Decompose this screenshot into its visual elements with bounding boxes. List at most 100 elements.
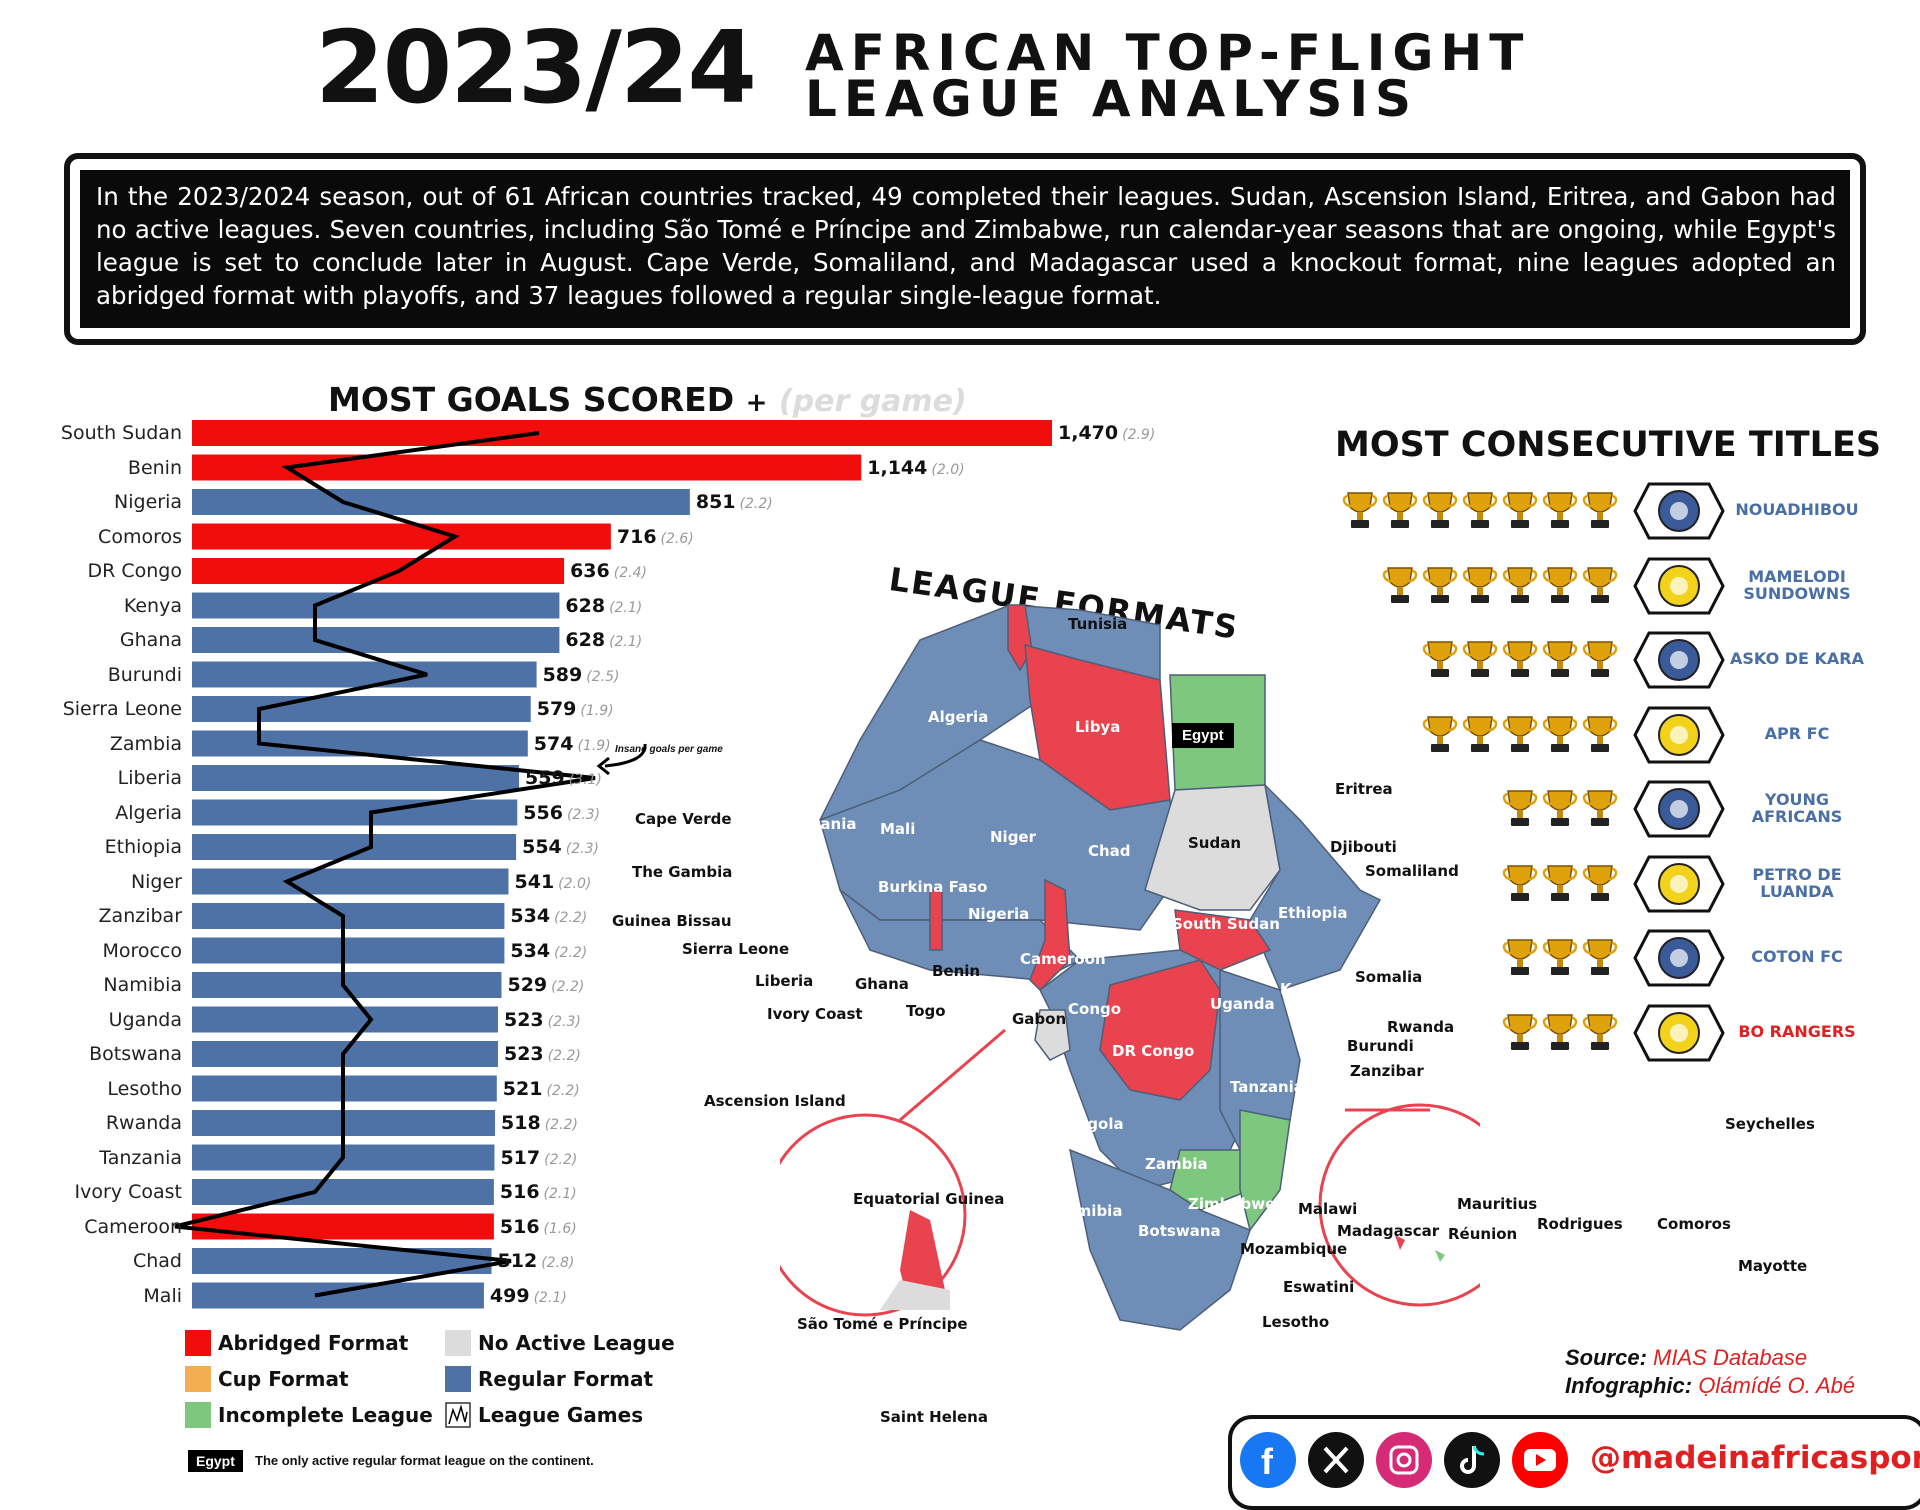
legend-label-regular: Regular Format bbox=[478, 1367, 654, 1391]
legend-label-abridged: Abridged Format bbox=[218, 1331, 409, 1355]
trophy-icon bbox=[1382, 492, 1418, 528]
map-label-chad: Chad bbox=[1088, 842, 1131, 860]
value-label: 554 (2.3) bbox=[522, 836, 599, 858]
map-label-kenya: Kenya bbox=[1280, 980, 1333, 998]
facebook-icon[interactable]: f bbox=[1240, 1432, 1296, 1488]
trophy-icon bbox=[1502, 1013, 1538, 1050]
trophy-icon bbox=[1462, 566, 1498, 603]
social-handle[interactable]: @madeinafricasport bbox=[1590, 1440, 1920, 1476]
value-number: 516 bbox=[499, 1181, 540, 1203]
value-number: 628 bbox=[565, 594, 606, 617]
map-label-saint-helena: Saint Helena bbox=[880, 1408, 988, 1426]
legend-swatch-incomplete bbox=[185, 1402, 211, 1428]
map-label-libya: Libya bbox=[1075, 718, 1121, 736]
instagram-icon[interactable] bbox=[1376, 1432, 1432, 1488]
value-label: 628 (2.1) bbox=[565, 629, 642, 651]
per-game-label: (2.6) bbox=[660, 530, 694, 547]
zoom-gabon bbox=[880, 1280, 950, 1310]
value-label: 517 (2.2) bbox=[500, 1147, 577, 1169]
map-region-gabon bbox=[1034, 1009, 1071, 1061]
map-label-lesotho: Lesotho bbox=[1262, 1313, 1330, 1331]
value-number: 541 bbox=[514, 870, 555, 893]
source-line: Source: MIAS Database bbox=[1565, 1345, 1807, 1371]
trophy-icon bbox=[1542, 939, 1578, 975]
youtube-icon[interactable] bbox=[1512, 1432, 1568, 1488]
per-game-label: (2.2) bbox=[544, 1151, 578, 1168]
value-number: 523 bbox=[503, 1043, 544, 1065]
bar-liberia bbox=[192, 765, 520, 791]
map-label-zanzibar: Zanzibar bbox=[1350, 1062, 1424, 1080]
value-label: 523 (2.3) bbox=[504, 1009, 581, 1031]
trophy-icon bbox=[1582, 566, 1618, 603]
map-label-mali: Mali bbox=[880, 820, 916, 838]
bar-south-sudan bbox=[192, 420, 1052, 446]
value-label: 529 (2.2) bbox=[507, 974, 584, 996]
map-label-somalia: Somalia bbox=[1355, 968, 1423, 986]
infographic-line: Infographic: Ọlámídé O. Abé bbox=[1565, 1373, 1855, 1399]
x-icon[interactable] bbox=[1308, 1432, 1364, 1488]
map-label-angola: Angola bbox=[1065, 1115, 1124, 1133]
goals-chart-title: MOST GOALS SCORED + (per game) bbox=[328, 380, 967, 419]
value-label: 518 (2.2) bbox=[501, 1112, 578, 1134]
trophy-icon bbox=[1582, 715, 1618, 752]
value-label: 541 (2.0) bbox=[515, 871, 592, 893]
trophy-icon bbox=[1582, 1013, 1618, 1050]
trophy-icon bbox=[1462, 492, 1498, 528]
value-number: 628 bbox=[565, 629, 606, 651]
per-game-label: (2.8) bbox=[541, 1255, 575, 1271]
value-label: 523 (2.2) bbox=[504, 1043, 581, 1065]
category-label: South Sudan bbox=[60, 422, 182, 444]
bar-ivory-coast bbox=[192, 1179, 494, 1205]
per-game-label: (2.2) bbox=[544, 1117, 578, 1133]
legend-swatch-no-active bbox=[445, 1330, 471, 1356]
map-label-botswana: Botswana bbox=[1138, 1222, 1221, 1240]
map-label-niger: Niger bbox=[990, 828, 1037, 846]
value-number: 534 bbox=[510, 905, 551, 927]
category-label: Niger bbox=[130, 870, 182, 893]
category-label: DR Congo bbox=[87, 560, 183, 582]
category-label: Nigeria bbox=[114, 491, 182, 513]
value-label: 534 (2.2) bbox=[510, 940, 587, 962]
summary-text: In the 2023/2024 season, out of 61 Afric… bbox=[96, 182, 1836, 310]
trophy-icon bbox=[1422, 715, 1458, 752]
tiktok-icon[interactable] bbox=[1444, 1432, 1500, 1488]
map-label-burkina-faso: Burkina Faso bbox=[878, 878, 988, 896]
map-label-eritrea: Eritrea bbox=[1335, 780, 1393, 798]
legend-label-no-active: No Active League bbox=[478, 1331, 675, 1355]
value-number: 516 bbox=[499, 1215, 540, 1238]
value-label: 516 (1.6) bbox=[500, 1216, 577, 1238]
category-label: Chad bbox=[132, 1250, 182, 1272]
value-label: 628 (2.1) bbox=[565, 595, 642, 617]
trophy-icon bbox=[1502, 715, 1538, 752]
source-value: MIAS Database bbox=[1653, 1345, 1808, 1370]
map-label-senegal: Senegal bbox=[750, 848, 818, 866]
map-label-mozambique: Mozambique bbox=[1240, 1240, 1348, 1258]
trophy-icon bbox=[1502, 566, 1538, 603]
bar-namibia bbox=[192, 972, 502, 998]
map-label-djibouti: Djibouti bbox=[1330, 838, 1397, 856]
map-label-gabon: Gabon bbox=[1012, 1010, 1067, 1028]
trophy-icon bbox=[1422, 641, 1458, 677]
trophy-icon bbox=[1542, 566, 1578, 603]
goals-title-plus: + bbox=[745, 388, 768, 418]
category-label: Zanzibar bbox=[98, 905, 182, 927]
bar-zanzibar bbox=[192, 903, 505, 929]
legend-line-icon bbox=[445, 1402, 471, 1428]
value-number: 512 bbox=[497, 1250, 538, 1272]
map-label-ivory-coast: Ivory Coast bbox=[767, 1005, 863, 1023]
value-number: 589 bbox=[542, 663, 583, 686]
per-game-label: (2.2) bbox=[554, 910, 588, 926]
map-label-south-africa: South Africa bbox=[1105, 1338, 1210, 1356]
value-label: 589 (2.5) bbox=[543, 664, 620, 686]
map-label-car: C.A.R bbox=[1095, 935, 1141, 953]
value-number: 523 bbox=[503, 1008, 544, 1031]
trophy-icon bbox=[1462, 715, 1498, 752]
value-label: 556 (2.3) bbox=[523, 802, 600, 824]
value-number: 1,144 bbox=[867, 456, 928, 479]
trophy-icon bbox=[1422, 492, 1458, 528]
trophy-icon bbox=[1422, 566, 1458, 603]
per-game-label: (2.2) bbox=[551, 979, 585, 995]
value-label: 559 (3.1) bbox=[525, 767, 602, 789]
map-label-eswatini: Eswatini bbox=[1283, 1278, 1355, 1296]
category-label: Benin bbox=[127, 456, 182, 479]
